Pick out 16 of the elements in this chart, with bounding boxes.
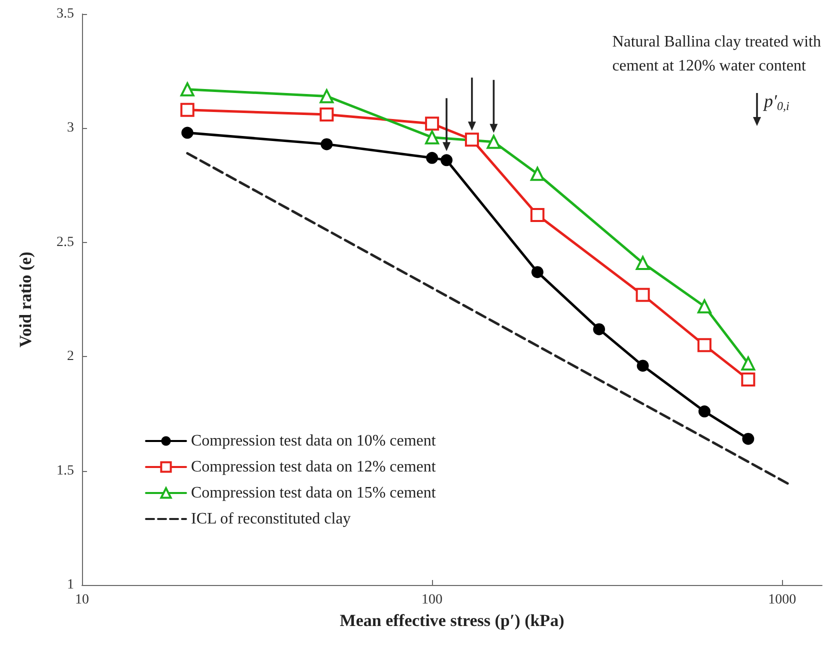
legend-label: Compression test data on 10% cement	[191, 432, 436, 450]
y-tick-label: 2	[67, 349, 74, 364]
y-tick-label: 1	[67, 578, 74, 592]
legend-label: ICL of reconstituted clay	[191, 510, 351, 528]
x-axis-title: Mean effective stress (p′) (kPa)	[340, 610, 564, 630]
x-tick-label: 10	[75, 592, 89, 608]
y-tick-label: 2.5	[56, 234, 74, 250]
y-tick-label: 3	[67, 120, 74, 136]
annotation: Natural Ballina clay treated with cement at 120% water content	[612, 34, 822, 74]
x-tick-label: 1000	[768, 592, 796, 608]
x-tick-label: 100	[422, 592, 443, 608]
y-tick-label: 3.5	[56, 6, 74, 22]
y-tick-label: 1.5	[56, 463, 74, 478]
y-axis-title: Void ratio (e)	[16, 252, 35, 348]
legend-label: Compression test data on 12% cement	[191, 458, 436, 476]
legend-label: Compression test data on 15% cement	[191, 484, 436, 502]
